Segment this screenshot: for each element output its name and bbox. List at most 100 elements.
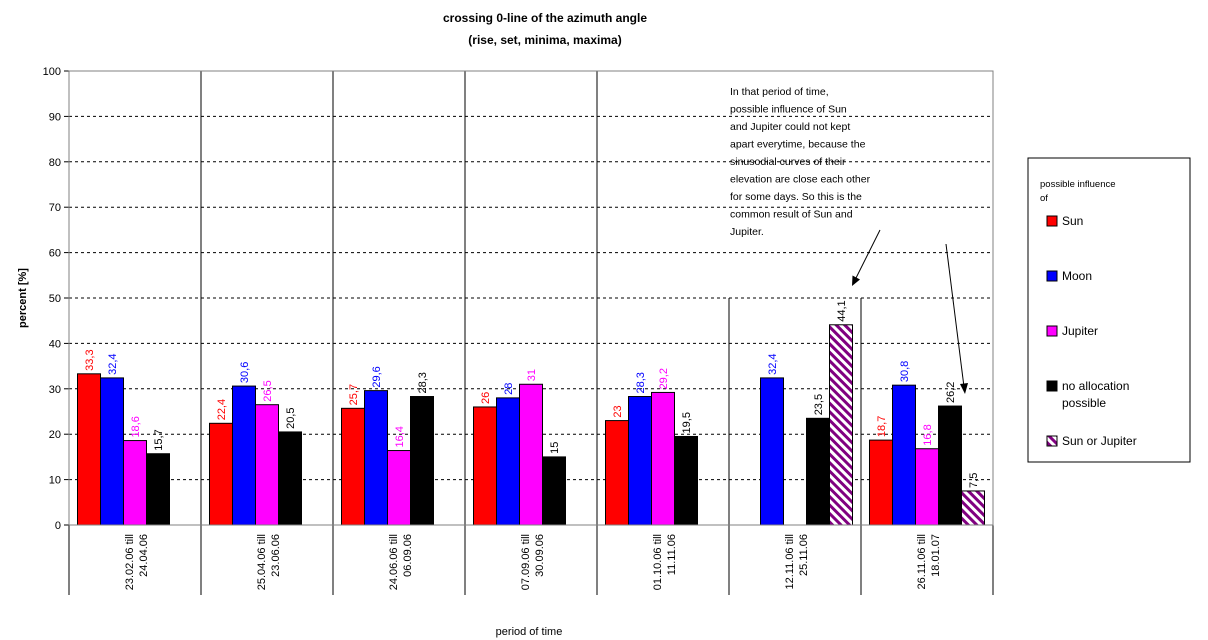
bar-jupiter [123, 440, 147, 526]
x-tick-label: 30.09.06 [534, 534, 546, 577]
bar-no-allocation-possible [938, 405, 962, 526]
bar-moon [364, 390, 388, 526]
x-tick-label: 07.09.06 till [520, 534, 532, 590]
bar-no-allocation-possible [542, 456, 566, 526]
annotation-line: elevation are close each other [730, 174, 871, 186]
period-separators [68, 71, 994, 595]
bar-sun [473, 406, 497, 526]
bar-jupiter [255, 404, 279, 526]
x-tick-label: 26.11.06 till [916, 534, 928, 589]
annotation-line: sinusodial curves of their [730, 156, 846, 168]
y-tick-label: 50 [49, 293, 61, 305]
data-label: 7,5 [968, 473, 980, 488]
annotation-line: possible influence of Sun [730, 104, 847, 116]
annotation-arrowhead-1 [852, 275, 860, 286]
legend-label: Jupiter [1062, 324, 1098, 338]
bar-jupiter [519, 383, 543, 526]
plot-area [68, 70, 994, 526]
data-label: 28,3 [635, 372, 647, 393]
annotation-arrows [852, 229, 968, 394]
bar-moon [232, 385, 256, 526]
bar-no-allocation-possible [146, 453, 170, 526]
x-tick-label: 23.06.06 [270, 534, 282, 577]
legend: possible influence of Sun Moon Jupiter no all… [1027, 157, 1191, 463]
bar-moon [496, 397, 520, 526]
bar-sun [605, 420, 629, 526]
bar-moon [892, 384, 916, 526]
y-tick-label: 60 [49, 248, 61, 260]
annotation-arrowhead-2 [960, 383, 968, 394]
annotation-line: Jupiter. [730, 226, 764, 238]
legend-label: Sun or Jupiter [1062, 434, 1137, 448]
data-label: 32,4 [767, 353, 779, 374]
x-tick-labels: 23.02.06 till 24.04.06 25.04.06 till 23.06.… [124, 534, 942, 590]
bar-sun-or-jupiter [829, 324, 853, 526]
y-tick-label: 80 [49, 157, 61, 169]
legend-swatch [1046, 435, 1058, 447]
legend-swatch [1046, 325, 1058, 337]
y-tick-labels: 0 10 20 30 40 50 60 70 80 90 100 [43, 66, 69, 532]
bar-sun [209, 422, 233, 526]
bar-no-allocation-possible [410, 396, 434, 526]
annotation-line: and Jupiter could not kept [730, 121, 850, 133]
y-tick-label: 100 [43, 66, 61, 78]
legend-label: Sun [1062, 214, 1083, 228]
x-tick-label: 06.09.06 [402, 534, 414, 577]
bar-jupiter [651, 391, 675, 526]
data-label: 15 [549, 442, 561, 454]
annotation-arrow-1 [854, 229, 881, 281]
y-axis-label: percent [%] [17, 268, 29, 328]
data-label: 23,5 [813, 394, 825, 415]
x-tick-label: 18.01.07 [930, 534, 942, 577]
legend-label: Moon [1062, 269, 1092, 283]
bar-no-allocation-possible [674, 435, 698, 526]
legend-swatch [1046, 215, 1058, 227]
y-tick-label: 70 [49, 202, 61, 214]
bar-sun-or-jupiter [961, 490, 985, 526]
bar-no-allocation-possible [806, 417, 830, 526]
bar-moon [100, 377, 124, 526]
x-tick-label: 25.04.06 till [256, 534, 268, 590]
x-tick-label: 23.02.06 till [124, 534, 136, 590]
annotation-line: common result of Sun and [730, 209, 853, 221]
chart-title: crossing 0-line of the azimuth angle [443, 11, 647, 25]
data-label: 16,8 [922, 424, 934, 445]
data-label: 26 [480, 392, 492, 404]
data-label: 22,4 [216, 399, 228, 420]
legend-label: possible [1062, 396, 1106, 410]
y-tick-label: 90 [49, 111, 61, 123]
bar-sun [341, 407, 365, 526]
data-label: 31 [526, 369, 538, 381]
bar-no-allocation-possible [278, 431, 302, 526]
chart-subtitle: (rise, set, minima, maxima) [468, 33, 621, 47]
data-label: 19,5 [681, 412, 693, 433]
annotation-line: for some days. So this is the [730, 191, 862, 203]
data-label: 28,3 [417, 372, 429, 393]
data-label: 29,6 [371, 366, 383, 387]
x-tick-label: 24.06.06 till [388, 534, 400, 590]
bar-jupiter [915, 448, 939, 526]
annotation-note: In that period of time, possible influenc… [730, 86, 871, 238]
x-tick-label: 25.11.06 [798, 534, 810, 576]
data-label: 33,3 [84, 349, 96, 370]
y-tick-label: 40 [49, 338, 61, 350]
bars [77, 324, 985, 526]
data-label: 25,7 [348, 384, 360, 405]
bar-moon [628, 396, 652, 526]
annotation-line: apart everytime, because the [730, 139, 866, 151]
data-label: 30,8 [899, 361, 911, 382]
data-label: 26,5 [262, 380, 274, 401]
x-tick-label: 12.11.06 till [784, 534, 796, 589]
y-tick-label: 10 [49, 475, 61, 487]
legend-label: no allocation [1062, 379, 1129, 393]
annotation-arrow-2 [945, 243, 965, 388]
y-tick-label: 20 [49, 429, 61, 441]
data-label: 30,6 [239, 362, 251, 383]
bar-jupiter [387, 450, 411, 526]
bar-moon [760, 377, 784, 526]
data-label: 20,5 [285, 408, 297, 429]
data-label: 28 [503, 383, 515, 395]
data-label: 16,4 [394, 426, 406, 447]
legend-title: of [1040, 193, 1048, 204]
